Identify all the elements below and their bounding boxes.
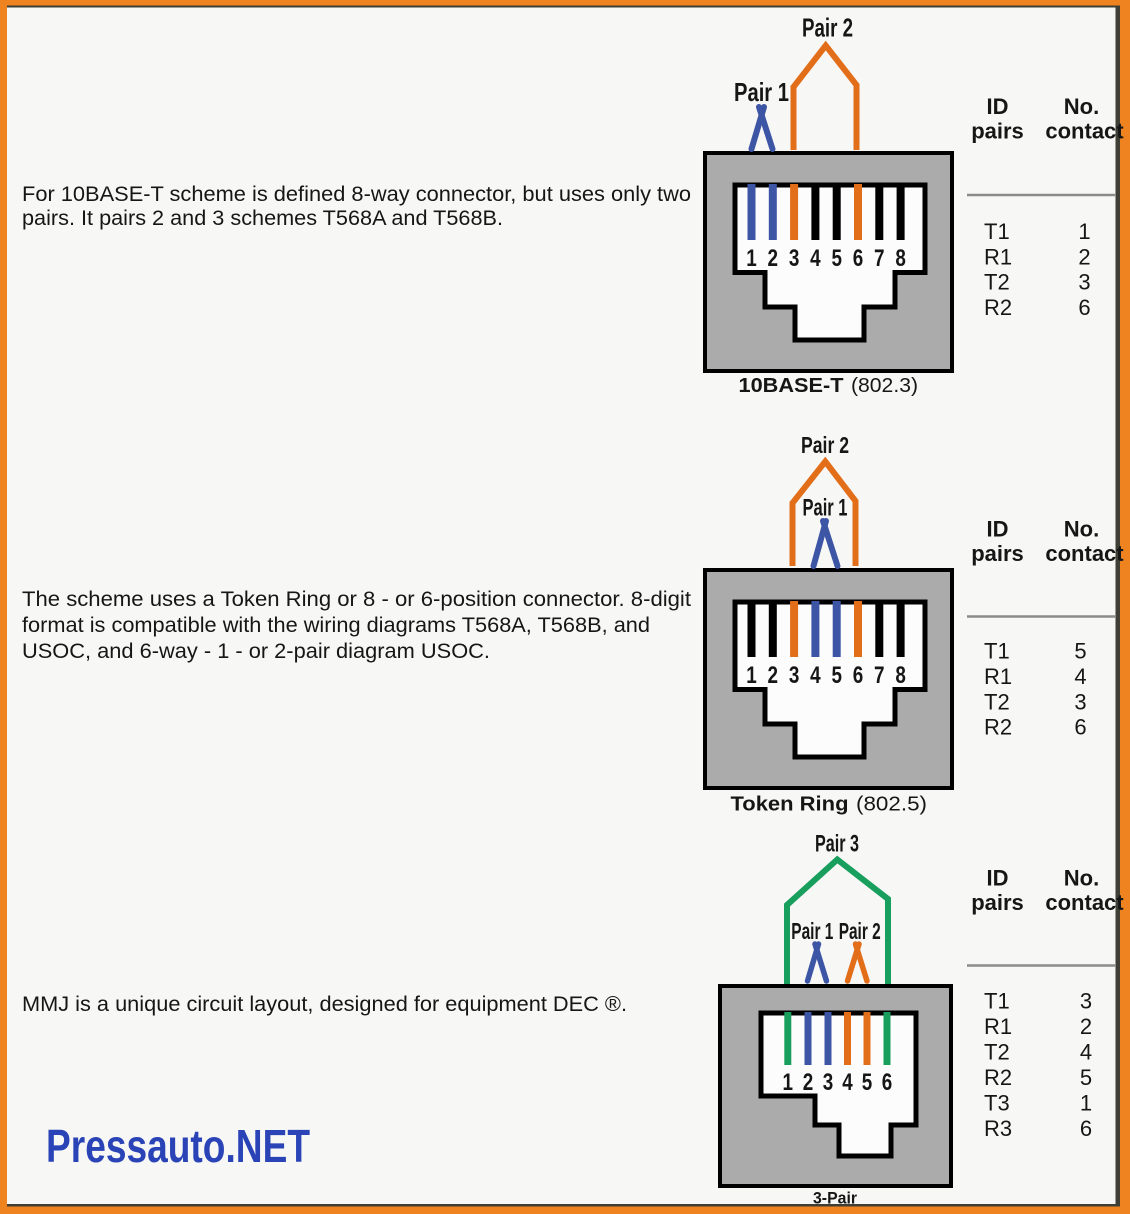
- svg-text:4: 4: [1074, 664, 1086, 689]
- svg-text:1: 1: [746, 245, 757, 272]
- svg-text:8: 8: [895, 662, 906, 689]
- svg-text:2: 2: [1078, 244, 1090, 269]
- svg-text:The scheme uses a Token Ring o: The scheme uses a Token Ring or 8 - or 6…: [22, 588, 691, 611]
- svg-text:3-Pair: 3-Pair: [813, 1188, 857, 1207]
- svg-text:6: 6: [882, 1069, 893, 1096]
- svg-text:6: 6: [1080, 1116, 1092, 1141]
- svg-text:pairs. It pairs 2 and 3 scheme: pairs. It pairs 2 and 3 schemes T568A an…: [22, 207, 503, 230]
- svg-text:R2: R2: [984, 295, 1012, 320]
- svg-text:1: 1: [1080, 1091, 1092, 1116]
- svg-text:5: 5: [831, 662, 842, 689]
- svg-text:3: 3: [823, 1069, 834, 1096]
- svg-text:No.: No.: [1064, 94, 1099, 119]
- svg-text:3: 3: [1074, 689, 1086, 714]
- svg-text:T1: T1: [984, 989, 1010, 1014]
- svg-text:MMJ is a unique circuit layout: MMJ is a unique circuit layout, designed…: [22, 993, 627, 1016]
- svg-text:Pair 1: Pair 1: [734, 77, 789, 107]
- svg-text:2: 2: [803, 1069, 814, 1096]
- svg-text:T2: T2: [984, 270, 1010, 295]
- svg-text:4: 4: [1080, 1040, 1092, 1065]
- svg-text:3: 3: [1080, 989, 1092, 1014]
- svg-text:(802.3): (802.3): [851, 375, 918, 397]
- svg-text:Token Ring: Token Ring: [731, 793, 849, 816]
- svg-text:contact: contact: [1045, 119, 1124, 144]
- svg-text:No.: No.: [1064, 866, 1099, 891]
- svg-text:3: 3: [789, 662, 800, 689]
- svg-text:Pair 2: Pair 2: [801, 432, 849, 458]
- svg-text:3: 3: [1078, 270, 1090, 295]
- svg-text:T1: T1: [984, 219, 1010, 244]
- svg-text:7: 7: [874, 245, 885, 272]
- svg-text:For 10BASE-T scheme is defined: For 10BASE-T scheme is defined 8-way con…: [22, 183, 691, 206]
- svg-text:(802.5): (802.5): [856, 793, 927, 816]
- svg-text:5: 5: [831, 245, 842, 272]
- svg-text:contact: contact: [1045, 890, 1124, 915]
- svg-text:7: 7: [874, 662, 885, 689]
- svg-text:ID: ID: [987, 517, 1009, 542]
- svg-text:pairs: pairs: [971, 890, 1024, 915]
- svg-text:R3: R3: [984, 1116, 1012, 1141]
- svg-text:USOC, and 6-way - 1 - or 2-pai: USOC, and 6-way - 1 - or 2-pair diagram …: [22, 640, 490, 663]
- svg-text:No.: No.: [1064, 517, 1099, 542]
- svg-text:6: 6: [853, 245, 864, 272]
- svg-text:4: 4: [810, 245, 821, 272]
- svg-text:T3: T3: [984, 1091, 1010, 1116]
- svg-text:3: 3: [789, 245, 800, 272]
- svg-text:5: 5: [1074, 639, 1086, 664]
- svg-text:5: 5: [1080, 1065, 1092, 1090]
- svg-text:Pair 3: Pair 3: [815, 831, 859, 858]
- svg-text:T2: T2: [984, 689, 1010, 714]
- svg-text:T2: T2: [984, 1040, 1010, 1065]
- svg-text:Pair 1: Pair 1: [803, 495, 848, 522]
- svg-text:format is compatible with the: format is compatible with the wiring dia…: [22, 614, 650, 637]
- svg-text:6: 6: [1074, 715, 1086, 740]
- svg-text:10BASE-T: 10BASE-T: [739, 375, 844, 397]
- svg-text:4: 4: [842, 1069, 853, 1096]
- svg-text:R2: R2: [984, 1065, 1012, 1090]
- svg-text:1: 1: [783, 1069, 794, 1096]
- svg-text:6: 6: [1078, 295, 1090, 320]
- svg-text:ID: ID: [987, 866, 1009, 891]
- svg-text:Pair 1: Pair 1: [791, 918, 833, 944]
- svg-text:2: 2: [768, 245, 779, 272]
- svg-text:1: 1: [1078, 219, 1090, 244]
- svg-text:R1: R1: [984, 244, 1012, 269]
- svg-text:2: 2: [1080, 1014, 1092, 1039]
- svg-text:R1: R1: [984, 1014, 1012, 1039]
- svg-text:2: 2: [768, 662, 779, 689]
- svg-text:ID: ID: [987, 94, 1009, 119]
- svg-text:contact: contact: [1045, 541, 1124, 566]
- svg-text:Pair 2: Pair 2: [839, 918, 881, 944]
- svg-text:R1: R1: [984, 664, 1012, 689]
- svg-text:6: 6: [853, 662, 864, 689]
- svg-text:pairs: pairs: [971, 541, 1024, 566]
- svg-text:8: 8: [895, 245, 906, 272]
- svg-text:pairs: pairs: [971, 119, 1024, 144]
- svg-text:T1: T1: [984, 639, 1010, 664]
- svg-text:4: 4: [810, 662, 821, 689]
- svg-text:R2: R2: [984, 715, 1012, 740]
- svg-text:Pair 2: Pair 2: [802, 13, 853, 43]
- svg-text:1: 1: [746, 662, 757, 689]
- svg-text:Pressauto.NET: Pressauto.NET: [46, 1120, 310, 1172]
- svg-text:5: 5: [862, 1069, 873, 1096]
